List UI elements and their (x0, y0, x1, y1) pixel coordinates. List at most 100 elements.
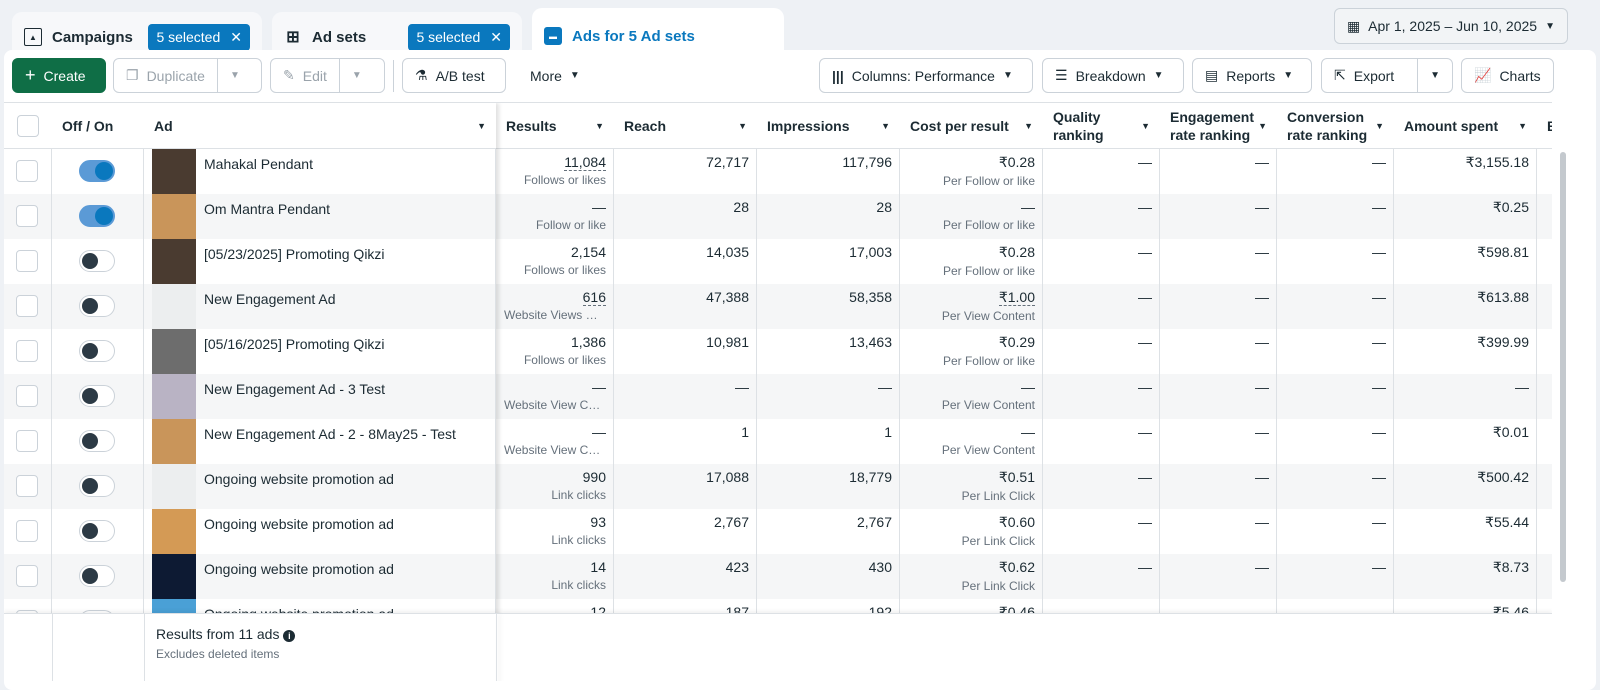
ad-name[interactable]: Ongoing website promotion ad (204, 471, 394, 487)
sort-caret-icon[interactable]: ▼ (1518, 120, 1527, 131)
sort-caret-icon[interactable]: ▼ (1141, 120, 1150, 131)
column-header-reach[interactable]: Reach ▼ (614, 103, 757, 149)
cell-impr: 1 (757, 419, 900, 464)
reports-button[interactable]: ▤ Reports ▼ (1192, 58, 1312, 93)
sort-caret-icon[interactable]: ▼ (595, 120, 604, 131)
delivery-toggle[interactable] (79, 475, 115, 497)
close-icon[interactable]: ✕ (490, 28, 502, 45)
sort-caret-icon[interactable]: ▼ (1258, 120, 1267, 131)
selected-badge[interactable]: 5 selected ✕ (408, 23, 510, 51)
column-header-amount[interactable]: Amount spent ▼ (1394, 103, 1537, 149)
delivery-toggle[interactable] (79, 520, 115, 542)
close-icon[interactable]: ✕ (230, 28, 242, 45)
cell-subtext: Link clicks (551, 533, 606, 547)
date-range-picker[interactable]: ▦ Apr 1, 2025 – Jun 10, 2025 ▼ (1333, 8, 1568, 44)
column-header-quality[interactable]: Quality ranking ▼ (1043, 103, 1160, 149)
select-all-checkbox[interactable] (17, 114, 39, 137)
value-text: — (878, 379, 892, 395)
ad-name[interactable]: New Engagement Ad (204, 291, 336, 307)
ab-test-label: A/B test (435, 67, 485, 84)
row-checkbox[interactable] (16, 205, 38, 227)
row-checkbox[interactable] (16, 340, 38, 362)
columns-button[interactable]: ||| Columns: Performance ▼ (819, 58, 1033, 93)
column-header-cost[interactable]: Cost per result ▼ (900, 103, 1043, 149)
ab-test-button[interactable]: ⚗ A/B test (402, 58, 506, 93)
column-header-results[interactable]: Results ▼ (496, 103, 614, 149)
column-header-next[interactable]: En (1537, 103, 1552, 149)
value-text: ₹0.62 (998, 559, 1035, 575)
cell-value: ₹0.29 (908, 334, 1035, 351)
delivery-toggle[interactable] (79, 385, 115, 407)
row-checkbox[interactable] (16, 295, 38, 317)
ad-name[interactable]: Mahakal Pendant (204, 156, 313, 172)
cell-c: — (1277, 239, 1394, 284)
ad-name[interactable]: New Engagement Ad - 3 Test (204, 381, 386, 397)
value-text: — (592, 199, 606, 215)
ad-thumbnail (152, 464, 196, 509)
cell-value[interactable]: 11,084 (504, 154, 606, 171)
tab-label: Ad sets (312, 28, 367, 46)
row-checkbox[interactable] (16, 160, 38, 182)
vertical-scrollbar[interactable] (1560, 152, 1566, 582)
ad-name[interactable]: New Engagement Ad - 2 - 8May25 - Test (204, 426, 456, 442)
row-checkbox[interactable] (16, 250, 38, 272)
delivery-toggle[interactable] (79, 340, 115, 362)
value-text: 990 (582, 469, 606, 485)
delivery-toggle[interactable] (79, 250, 115, 272)
ad-name[interactable]: [05/16/2025] Promoting Qikzi (204, 336, 385, 352)
ad-thumbnail (152, 239, 196, 284)
row-checkbox[interactable] (16, 520, 38, 542)
more-button[interactable]: More ▼ (518, 58, 598, 93)
column-header-engagement[interactable]: Engagement rate ranking ▼ (1160, 103, 1277, 149)
row-checkbox[interactable] (16, 385, 38, 407)
cell-amount: ₹613.88 (1394, 284, 1537, 329)
sort-caret-icon[interactable]: ▼ (881, 120, 890, 131)
delivery-toggle[interactable] (79, 295, 115, 317)
cell-cost: — Per View Content (900, 419, 1043, 464)
delivery-toggle[interactable] (79, 205, 115, 227)
selected-badge[interactable]: 5 selected ✕ (148, 23, 250, 51)
sort-caret-icon[interactable]: ▼ (738, 120, 747, 131)
sort-caret-icon[interactable]: ▼ (477, 120, 486, 131)
cell-value: — (908, 199, 1035, 215)
row-checkbox[interactable] (16, 430, 38, 452)
value-text: — (1255, 334, 1269, 350)
create-button[interactable]: + Create (12, 58, 106, 93)
export-button[interactable]: ⇱ Export ▼ (1321, 58, 1453, 93)
sort-caret-icon[interactable]: ▼ (1375, 120, 1384, 131)
sort-caret-icon[interactable]: ▼ (1024, 120, 1033, 131)
column-header-ad[interactable]: Ad ▼ (144, 103, 496, 149)
row-checkbox[interactable] (16, 565, 38, 587)
folder-icon: ▲ (24, 28, 42, 46)
breakdown-button[interactable]: ☰ Breakdown ▼ (1042, 58, 1184, 93)
column-header-label: Cost per result (910, 117, 1009, 134)
edit-button[interactable]: ✎ Edit ▼ (270, 58, 385, 93)
delivery-toggle[interactable] (79, 160, 115, 182)
header-select-all[interactable] (4, 103, 52, 149)
column-header-impressions[interactable]: Impressions ▼ (757, 103, 900, 149)
duplicate-button[interactable]: ❐ Duplicate ▼ (113, 58, 262, 93)
row-checkbox[interactable] (16, 475, 38, 497)
value-text: ₹8.73 (1492, 559, 1529, 575)
cell-results: 2,154 Follows or likes (496, 239, 614, 284)
cell-value[interactable]: ₹1.00 (908, 289, 1035, 306)
ad-name[interactable]: Ongoing website promotion ad (204, 516, 394, 532)
charts-button[interactable]: 📈 Charts (1461, 58, 1554, 93)
cell-value: — (1051, 559, 1152, 575)
column-header-conversion[interactable]: Conversion rate ranking ▼ (1277, 103, 1394, 149)
ad-name[interactable]: Ongoing website promotion ad (204, 561, 394, 577)
chevron-down-icon[interactable]: ▼ (338, 59, 362, 92)
ad-name[interactable]: [05/23/2025] Promoting Qikzi (204, 246, 385, 262)
ad-name[interactable]: Om Mantra Pendant (204, 201, 331, 217)
chevron-down-icon: ▼ (1545, 20, 1555, 32)
info-icon[interactable]: i (283, 630, 296, 642)
chevron-down-icon[interactable]: ▼ (216, 59, 240, 92)
cell-e: — (1160, 509, 1277, 554)
delivery-toggle[interactable] (79, 430, 115, 452)
delivery-toggle[interactable] (79, 565, 115, 587)
cell-value: — (908, 379, 1035, 395)
reports-icon: ▤ (1205, 67, 1219, 83)
cell-value: 12 (504, 604, 606, 613)
cell-value[interactable]: 616 (504, 289, 606, 306)
chevron-down-icon[interactable]: ▼ (1417, 59, 1440, 92)
